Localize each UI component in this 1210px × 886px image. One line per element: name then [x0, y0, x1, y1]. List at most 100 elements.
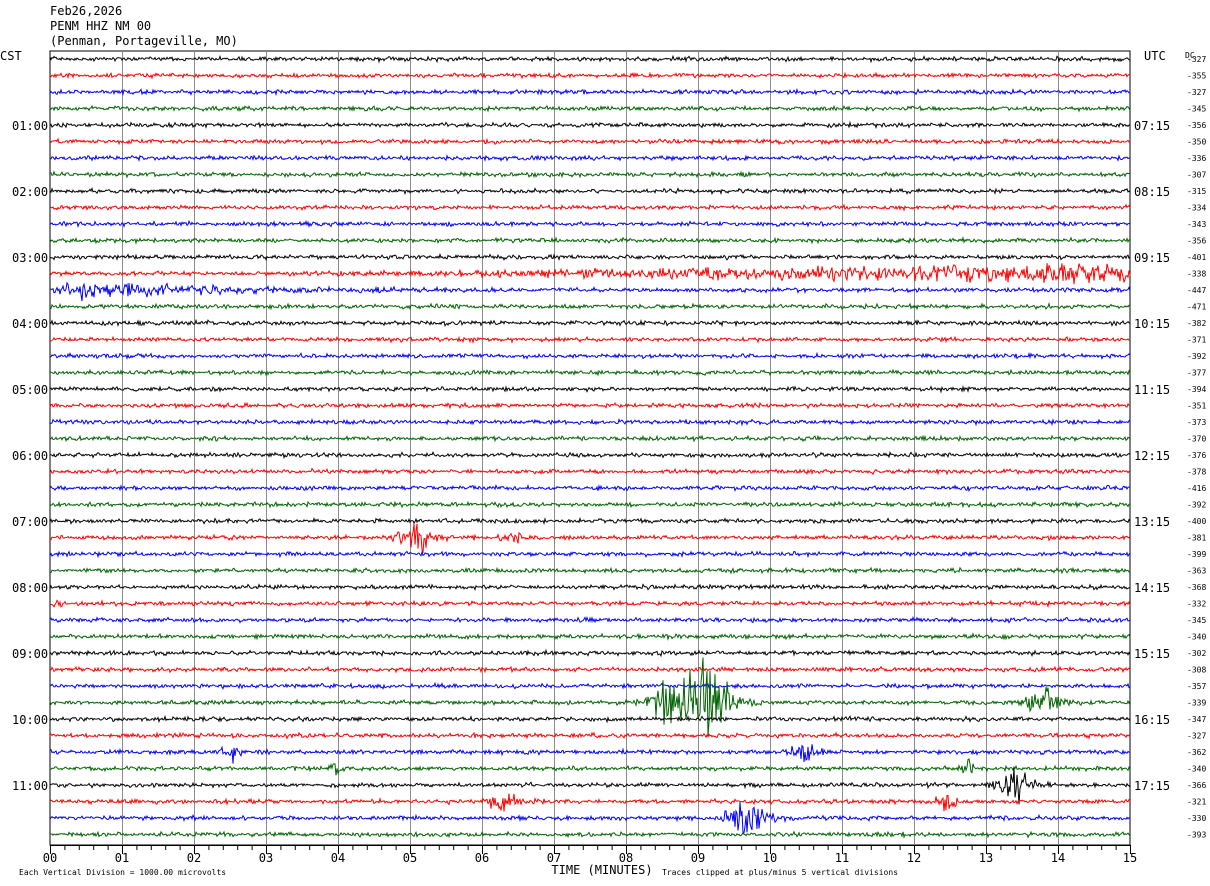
left-hour-label: 07:00 [12, 515, 48, 529]
x-tick-label: 01 [115, 851, 129, 865]
plot-frame [49, 50, 1131, 846]
location-label: (Penman, Portageville, MO) [50, 34, 238, 48]
seismic-trace [49, 767, 1131, 805]
seismic-trace [49, 104, 1131, 113]
dc-offset-label: -356 [1187, 237, 1206, 246]
right-hour-label: 08:15 [1134, 185, 1170, 199]
left-hour-label: 05:00 [12, 383, 48, 397]
seismic-trace [49, 186, 1131, 196]
dc-offset-label: -327 [1187, 55, 1206, 64]
dc-offset-label: -336 [1187, 154, 1206, 163]
x-tick-label: 13 [979, 851, 993, 865]
dc-offset-label: -330 [1187, 814, 1206, 823]
seismic-trace [49, 335, 1131, 345]
seismic-trace [49, 802, 1131, 835]
dc-offset-label: -373 [1187, 418, 1206, 427]
left-hour-label: 04:00 [12, 317, 48, 331]
left-hour-label: 06:00 [12, 449, 48, 463]
seismic-trace [49, 450, 1131, 460]
seismic-trace [49, 665, 1131, 674]
seismic-trace [49, 615, 1131, 624]
right-hour-label: 15:15 [1134, 647, 1170, 661]
seismic-trace [49, 368, 1131, 377]
x-tick-label: 15 [1123, 851, 1137, 865]
dc-offset-label: -394 [1187, 385, 1206, 394]
dc-offset-label: -356 [1187, 121, 1206, 130]
right-hour-label: 12:15 [1134, 449, 1170, 463]
seismic-trace [49, 599, 1131, 609]
dc-offset-label: -371 [1187, 336, 1206, 345]
left-hour-label: 02:00 [12, 185, 48, 199]
dc-offset-label: -327 [1187, 88, 1206, 97]
dc-offset-label: -381 [1187, 534, 1206, 543]
seismic-trace [49, 648, 1131, 658]
seismic-trace [49, 566, 1131, 575]
seismic-trace [49, 516, 1131, 525]
dc-offset-label: -334 [1187, 204, 1206, 213]
right-timezone-label: UTC [1144, 49, 1166, 63]
seismic-trace [49, 137, 1131, 146]
seismic-trace [49, 252, 1131, 261]
right-hour-label: 16:15 [1134, 713, 1170, 727]
x-tick-label: 08 [619, 851, 633, 865]
seismic-trace [49, 731, 1131, 740]
date-label: Feb26,2026 [50, 4, 123, 18]
left-hour-label: 09:00 [12, 647, 48, 661]
dc-offset-label: -471 [1187, 303, 1206, 312]
seismic-trace [50, 632, 1131, 641]
dc-offset-label: -315 [1187, 187, 1206, 196]
seismic-trace [49, 219, 1131, 229]
right-hour-label: 09:15 [1134, 251, 1170, 265]
dc-offset-label: -347 [1187, 715, 1206, 724]
dc-offset-label: -393 [1187, 831, 1206, 840]
dc-offset-label: -339 [1187, 699, 1206, 708]
seismic-trace [49, 385, 1131, 394]
dc-offset-label: -338 [1187, 270, 1206, 279]
left-timezone-label: CST [0, 49, 22, 63]
left-hour-label: 01:00 [12, 119, 48, 133]
seismic-trace [49, 120, 1131, 130]
dc-offset-label: -332 [1187, 600, 1206, 609]
right-hour-label: 10:15 [1134, 317, 1170, 331]
dc-offset-label: -400 [1187, 517, 1206, 526]
right-hour-label: 07:15 [1134, 119, 1170, 133]
x-tick-label: 14 [1051, 851, 1065, 865]
dc-offset-label: -377 [1187, 369, 1206, 378]
seismic-trace [49, 714, 1131, 724]
seismic-trace [50, 681, 1131, 691]
seismic-trace [49, 467, 1131, 476]
dc-offset-label: -366 [1187, 781, 1206, 790]
seismic-trace [49, 153, 1131, 163]
seismic-trace [49, 758, 1131, 776]
seismic-trace [49, 203, 1131, 212]
right-hour-label: 17:15 [1134, 779, 1170, 793]
seismic-trace [49, 170, 1131, 179]
seismic-trace [49, 550, 1131, 559]
x-tick-label: 05 [403, 851, 417, 865]
trace-group [49, 54, 1131, 839]
dc-offset-label: -343 [1187, 220, 1206, 229]
x-tick-label: 09 [691, 851, 705, 865]
x-tick-label: 10 [763, 851, 777, 865]
seismic-trace [49, 87, 1131, 97]
seismic-trace [49, 318, 1131, 328]
dc-offset-label: -340 [1187, 765, 1206, 774]
dc-offset-label: -321 [1187, 798, 1206, 807]
label-group: -327 -355 -327 -345 -356 -350 -336 -307 -315 -334… [0, 49, 1206, 877]
dc-offset-label: -351 [1187, 402, 1206, 411]
dc-offset-label: -362 [1187, 748, 1206, 757]
seismic-trace [49, 351, 1131, 360]
x-tick-label: 11 [835, 851, 849, 865]
dc-offset-label: -357 [1187, 682, 1206, 691]
seismic-trace [49, 484, 1131, 493]
seismic-trace [49, 263, 1131, 285]
right-hour-label: 14:15 [1134, 581, 1170, 595]
station-label: PENM HHZ NM 00 [50, 19, 152, 33]
dc-offset-label: -302 [1187, 649, 1206, 658]
right-hour-label: 11:15 [1134, 383, 1170, 397]
dc-offset-label: -345 [1187, 616, 1206, 625]
dc-offset-label: -307 [1187, 171, 1206, 180]
dc-offset-label: -382 [1187, 319, 1206, 328]
chart-grid [49, 50, 1131, 854]
